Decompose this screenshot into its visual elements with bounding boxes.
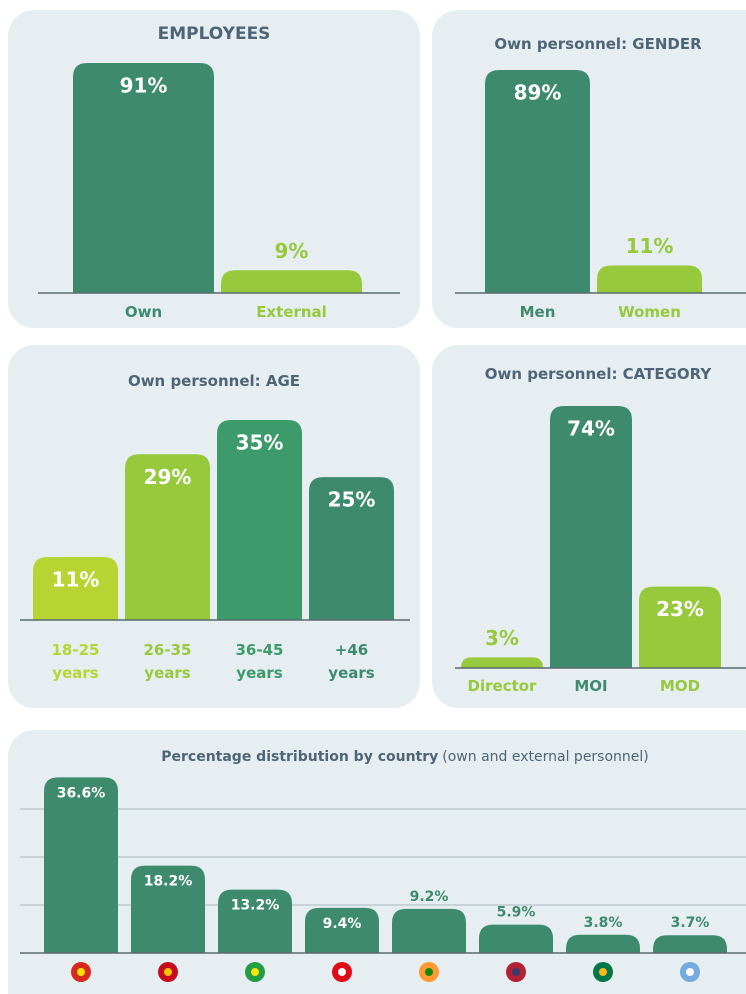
value-label: 35% xyxy=(236,431,284,455)
category-label: Women xyxy=(618,303,681,321)
value-label: 25% xyxy=(328,488,376,512)
bar xyxy=(639,586,721,668)
flag-detail xyxy=(512,968,520,976)
value-label: 29% xyxy=(144,465,192,489)
category-label: Own xyxy=(124,303,163,321)
title-text: Own personnel: AGE xyxy=(128,372,300,390)
bar xyxy=(218,889,292,953)
value-label: 9% xyxy=(275,239,309,263)
value-label: 3.7% xyxy=(671,915,710,931)
bar xyxy=(73,63,214,293)
value-label: 3% xyxy=(485,626,519,650)
flag-detail xyxy=(599,968,607,976)
category-label: Director xyxy=(467,677,537,695)
chart-title: Own personnel: GENDER xyxy=(494,35,702,53)
bar xyxy=(653,935,727,953)
category-label: 36-45 years xyxy=(235,641,284,682)
flag-detail xyxy=(425,968,433,976)
flag-detail xyxy=(77,968,85,976)
value-label: 3.8% xyxy=(584,915,623,931)
bar xyxy=(217,420,302,620)
bar xyxy=(479,924,553,953)
category-label: 18-25 years xyxy=(51,641,100,682)
bar xyxy=(305,907,379,953)
title-text: Own personnel: CATEGORY xyxy=(485,365,713,383)
value-label: 36.6% xyxy=(57,785,106,801)
subtitle-text: (own and external personnel) xyxy=(442,749,648,765)
category-label: MOD xyxy=(659,677,701,695)
bar xyxy=(33,557,118,620)
category-label: External xyxy=(256,303,327,321)
bar xyxy=(392,908,466,953)
value-label: 5.9% xyxy=(497,905,536,921)
panel xyxy=(8,730,746,994)
bar xyxy=(461,657,543,668)
title-text: Own personnel: GENDER xyxy=(494,35,702,53)
bar xyxy=(309,477,394,620)
category-label: MOI xyxy=(574,677,608,695)
flag-detail xyxy=(164,968,172,976)
title-text: EMPLOYEES xyxy=(158,24,271,44)
value-label: 11% xyxy=(626,234,674,258)
chart-title: Own personnel: CATEGORY xyxy=(485,365,713,383)
flag-detail xyxy=(251,968,259,976)
value-label: 89% xyxy=(514,81,562,105)
bar xyxy=(566,934,640,953)
chart-title: Percentage distribution by country (own a… xyxy=(161,749,649,765)
bar xyxy=(485,70,590,293)
chart-title: Own personnel: AGE xyxy=(128,372,300,390)
bar xyxy=(597,265,702,293)
value-label: 18.2% xyxy=(144,874,193,890)
bar xyxy=(125,454,210,620)
category-label: Men xyxy=(519,303,556,321)
value-label: 11% xyxy=(52,568,100,592)
chart-title: EMPLOYEES xyxy=(158,24,271,44)
value-label: 9.4% xyxy=(323,916,362,932)
value-label: 23% xyxy=(656,597,704,621)
flag-detail xyxy=(686,968,694,976)
title-text: Percentage distribution by country xyxy=(161,749,438,765)
bar xyxy=(131,865,205,953)
flag-detail xyxy=(338,968,346,976)
bar xyxy=(550,406,632,668)
value-label: 13.2% xyxy=(231,898,280,914)
bar xyxy=(44,777,118,953)
value-label: 91% xyxy=(120,74,168,98)
bar xyxy=(221,270,362,293)
value-label: 74% xyxy=(567,417,615,441)
category-label: 26-35 years xyxy=(143,641,192,682)
value-label: 9.2% xyxy=(410,889,449,905)
category-label: +46 years xyxy=(328,641,375,682)
